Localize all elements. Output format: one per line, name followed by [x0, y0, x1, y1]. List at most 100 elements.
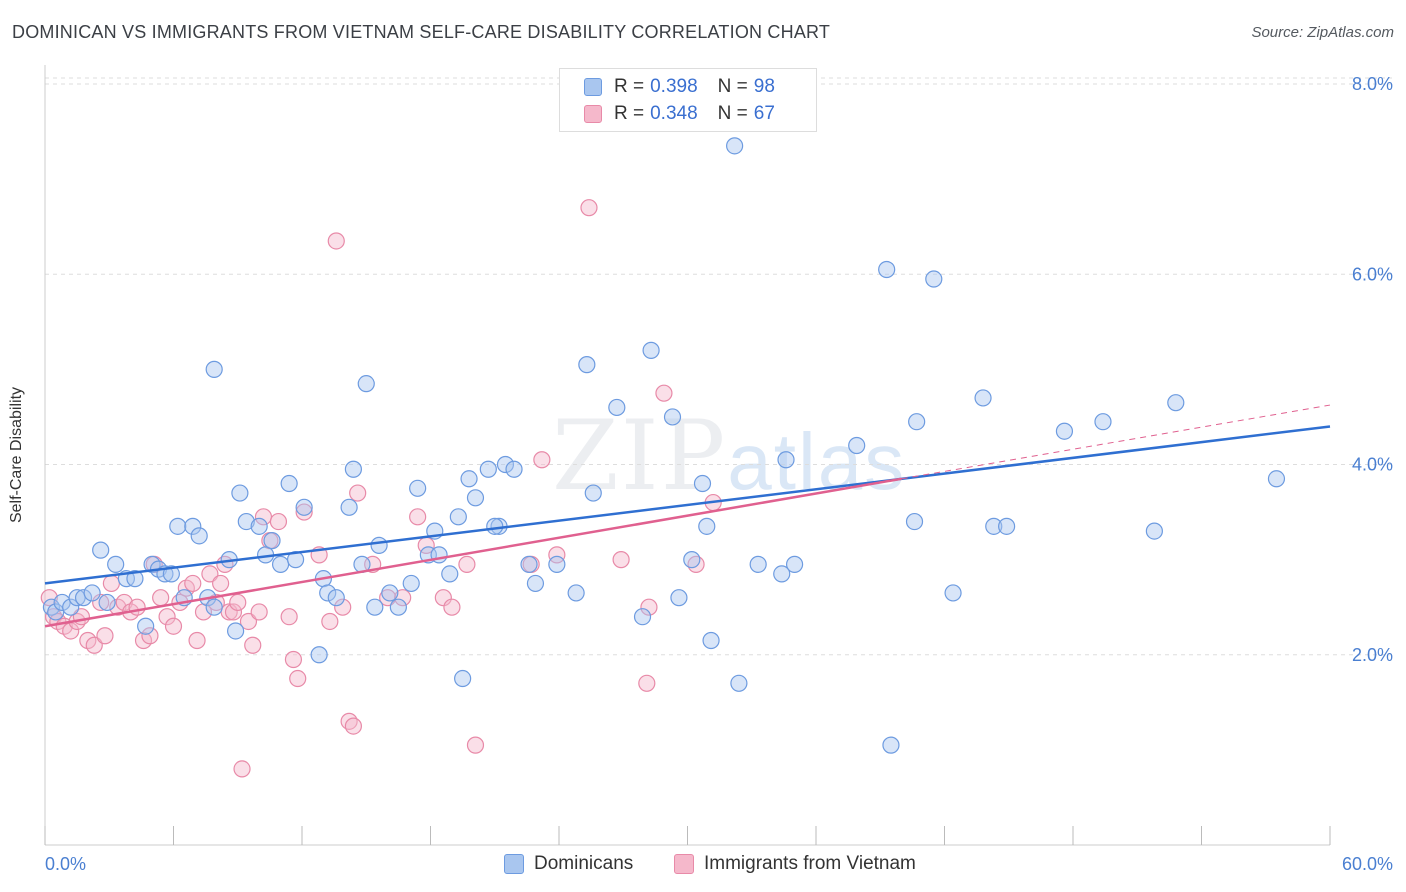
vietnam-point — [229, 593, 247, 612]
dominicans-point — [698, 517, 716, 535]
dominicans-point — [925, 270, 943, 288]
dominicans-point — [1167, 394, 1185, 412]
vietnam-point — [327, 232, 345, 250]
dominicans-point — [402, 574, 420, 593]
watermark-zip: ZIP — [552, 400, 728, 512]
dominicans-point — [381, 584, 399, 602]
vietnam-point — [269, 512, 288, 531]
vietnam-point — [344, 717, 362, 735]
dominicans-point — [237, 512, 255, 531]
vietnam-point — [239, 612, 258, 631]
vietnam-point — [434, 589, 452, 607]
vietnam-point — [224, 603, 243, 621]
vietnam-point — [295, 503, 313, 521]
vietnam-point — [201, 565, 219, 583]
dominicans-point — [1094, 413, 1112, 431]
dominicans-point — [608, 398, 626, 417]
vietnam-point — [612, 551, 630, 569]
dominicans-point — [92, 541, 110, 559]
trend-lines — [44, 404, 1331, 628]
dominicans-point — [693, 474, 712, 493]
vietnam-point — [184, 574, 202, 593]
dominicans-point — [578, 356, 596, 374]
dominicans-point — [905, 512, 924, 531]
dominicans-point — [584, 484, 602, 502]
vietnam-point — [409, 508, 427, 526]
chart-title: DOMINICAN VS IMMIGRANTS FROM VIETNAM SEL… — [12, 22, 831, 42]
dominicans-point — [1055, 422, 1074, 440]
dominicans-point — [205, 598, 223, 616]
dominicans-point — [454, 669, 472, 688]
dominicans-point — [344, 460, 362, 478]
dominicans-point — [98, 593, 116, 612]
watermark-atlas: atlas — [727, 417, 907, 506]
vietnam-point — [212, 574, 230, 593]
vietnam-point — [96, 627, 114, 645]
vietnam-point — [233, 760, 251, 778]
dominicans-trend-line — [44, 425, 1331, 585]
dominicans-point — [526, 574, 545, 593]
vietnam-point — [158, 608, 176, 626]
vietnam-point — [466, 736, 485, 754]
dominicans-point — [548, 555, 566, 573]
dominicans-point — [985, 517, 1003, 535]
dominicans-point — [882, 736, 900, 754]
dominicans-point — [520, 555, 538, 573]
legend-n-label: N = — [717, 103, 748, 124]
legend-r-label: R = — [614, 76, 645, 97]
x-tick-label: 0.0% — [45, 854, 86, 874]
dominicans-point — [505, 460, 523, 478]
dominicans-point — [633, 608, 652, 626]
dominicans-point — [486, 517, 504, 535]
dominicans-point — [357, 375, 375, 393]
bottom-legend-label: Immigrants from Vietnam — [704, 853, 916, 874]
vietnam-points — [40, 199, 722, 778]
vietnam-point — [284, 650, 303, 669]
vietnam-point — [289, 669, 307, 688]
vietnam-point — [394, 589, 412, 607]
y-tick-label: 8.0% — [1352, 74, 1393, 94]
dominicans-point — [848, 436, 866, 455]
vietnam-point — [244, 636, 262, 654]
dominicans-point — [466, 489, 485, 507]
dominicans-point — [389, 598, 407, 616]
vietnam-point — [141, 627, 159, 645]
vietnam-point — [280, 608, 298, 626]
dominicans-point — [1267, 470, 1286, 488]
dominicans-point — [479, 460, 497, 478]
vietnam-trend-line — [44, 477, 902, 628]
x-tick-label: 60.0% — [1342, 854, 1393, 874]
dominicans-point — [169, 517, 187, 535]
dominicans-point — [74, 589, 93, 607]
dominicans-point — [670, 589, 688, 607]
dominicans-point — [730, 674, 748, 692]
vietnam-point — [115, 593, 133, 612]
dominicans-point — [310, 646, 328, 664]
dominicans-point — [749, 555, 767, 573]
vietnam-point — [250, 603, 268, 621]
dominicans-points — [42, 137, 1286, 754]
legend-swatch-pink — [584, 105, 602, 123]
dominicans-point — [663, 408, 682, 426]
vietnam-point — [128, 598, 146, 616]
legend-n-label: N = — [717, 76, 748, 97]
bottom-legend-dominicans: Dominicans — [504, 852, 633, 876]
bottom-swatch-pink — [674, 854, 694, 874]
dominicans-point — [702, 631, 720, 650]
legend-r-value: 0.398 — [650, 76, 698, 97]
vietnam-point — [102, 574, 120, 593]
dominicans-point — [327, 589, 345, 607]
dominicans-point — [190, 527, 208, 545]
dominicans-point — [227, 622, 245, 640]
dominicans-point — [205, 360, 223, 378]
dominicans-point — [83, 584, 101, 602]
dominicans-point — [340, 498, 358, 516]
dominicans-point — [319, 584, 337, 602]
dominicans-point — [366, 598, 384, 616]
dominicans-point — [878, 260, 896, 279]
dominicans-point — [162, 565, 180, 583]
vietnam-point — [533, 451, 551, 469]
dominicans-point — [777, 451, 795, 469]
vietnam-point — [655, 384, 673, 402]
tick-labels: 2.0% 4.0% 6.0% 8.0% 0.0% 60.0% — [45, 74, 1393, 874]
